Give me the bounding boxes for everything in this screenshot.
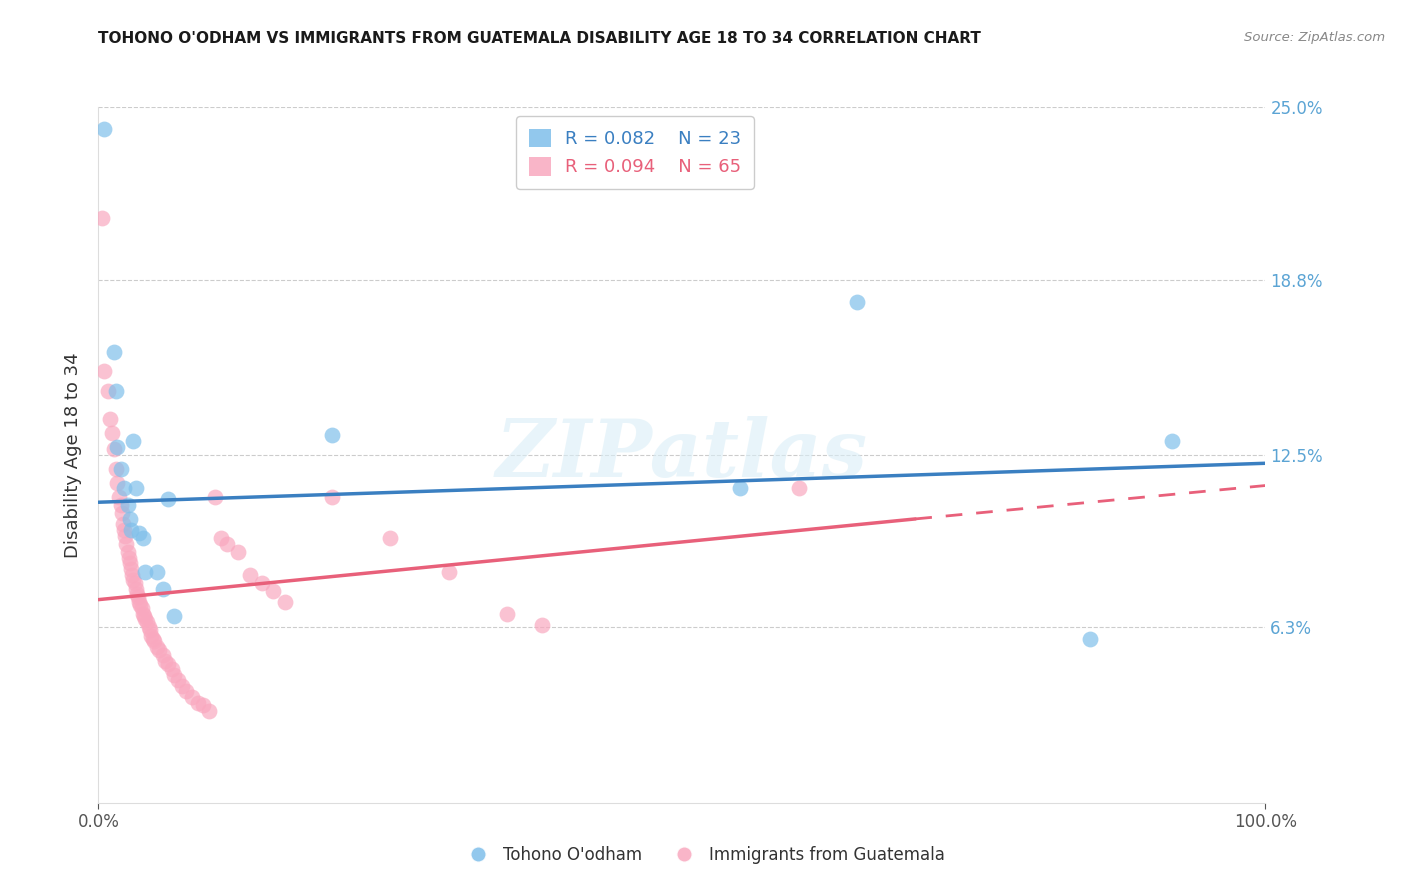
Point bbox=[134, 612, 156, 626]
Point bbox=[112, 523, 135, 537]
Point bbox=[97, 384, 120, 398]
Point bbox=[1161, 434, 1184, 448]
Point bbox=[166, 673, 188, 688]
Point bbox=[250, 576, 273, 591]
Point bbox=[1080, 632, 1102, 646]
Point bbox=[139, 629, 162, 643]
Point bbox=[437, 565, 460, 579]
Point bbox=[495, 607, 517, 621]
Point bbox=[209, 532, 232, 546]
Point bbox=[124, 576, 146, 591]
Point bbox=[143, 634, 166, 648]
Point bbox=[239, 567, 262, 582]
Point bbox=[103, 442, 125, 457]
Point bbox=[142, 632, 165, 646]
Point bbox=[103, 345, 125, 359]
Point bbox=[93, 122, 115, 136]
Point bbox=[138, 620, 160, 634]
Point bbox=[163, 609, 186, 624]
Point bbox=[104, 384, 127, 398]
Point bbox=[187, 696, 209, 710]
Point bbox=[125, 481, 148, 495]
Point bbox=[132, 609, 155, 624]
Point bbox=[105, 440, 128, 454]
Point bbox=[115, 537, 138, 551]
Point bbox=[180, 690, 202, 704]
Point bbox=[228, 545, 250, 559]
Legend: Tohono O'odham, Immigrants from Guatemala: Tohono O'odham, Immigrants from Guatemal… bbox=[454, 839, 952, 871]
Point bbox=[108, 490, 131, 504]
Point bbox=[118, 557, 141, 571]
Point bbox=[174, 684, 197, 698]
Text: ZIPatlas: ZIPatlas bbox=[496, 417, 868, 493]
Point bbox=[112, 481, 135, 495]
Point bbox=[117, 498, 139, 512]
Point bbox=[146, 565, 169, 579]
Point bbox=[125, 587, 148, 601]
Point bbox=[530, 617, 553, 632]
Point bbox=[122, 434, 145, 448]
Point bbox=[93, 364, 115, 378]
Point bbox=[125, 582, 148, 596]
Point bbox=[118, 550, 141, 565]
Point bbox=[204, 490, 226, 504]
Point bbox=[215, 537, 238, 551]
Point bbox=[101, 425, 124, 440]
Point bbox=[117, 545, 139, 559]
Point bbox=[321, 428, 343, 442]
Point bbox=[321, 490, 343, 504]
Legend: R = 0.082    N = 23, R = 0.094    N = 65: R = 0.082 N = 23, R = 0.094 N = 65 bbox=[516, 116, 754, 189]
Point bbox=[110, 462, 132, 476]
Point bbox=[132, 607, 155, 621]
Point bbox=[118, 512, 141, 526]
Point bbox=[846, 294, 869, 309]
Point bbox=[131, 601, 153, 615]
Text: TOHONO O'ODHAM VS IMMIGRANTS FROM GUATEMALA DISABILITY AGE 18 TO 34 CORRELATION : TOHONO O'ODHAM VS IMMIGRANTS FROM GUATEM… bbox=[98, 31, 981, 46]
Point bbox=[128, 595, 150, 609]
Point bbox=[98, 411, 121, 425]
Point bbox=[139, 624, 162, 638]
Point bbox=[134, 565, 156, 579]
Point bbox=[120, 562, 142, 576]
Point bbox=[274, 595, 297, 609]
Point bbox=[157, 492, 180, 507]
Point bbox=[111, 507, 134, 521]
Point bbox=[262, 584, 284, 599]
Point bbox=[378, 532, 402, 546]
Point bbox=[136, 615, 159, 629]
Y-axis label: Disability Age 18 to 34: Disability Age 18 to 34 bbox=[65, 352, 83, 558]
Point bbox=[157, 657, 180, 671]
Point bbox=[127, 590, 149, 604]
Point bbox=[105, 475, 128, 490]
Text: Source: ZipAtlas.com: Source: ZipAtlas.com bbox=[1244, 31, 1385, 45]
Point bbox=[148, 642, 170, 657]
Point bbox=[111, 517, 134, 532]
Point bbox=[172, 679, 194, 693]
Point bbox=[104, 462, 127, 476]
Point bbox=[110, 498, 132, 512]
Point bbox=[160, 662, 183, 676]
Point bbox=[132, 532, 155, 546]
Point bbox=[122, 573, 145, 587]
Point bbox=[152, 648, 174, 663]
Point bbox=[153, 654, 176, 668]
Point bbox=[129, 598, 152, 612]
Point bbox=[120, 523, 142, 537]
Point bbox=[152, 582, 174, 596]
Point bbox=[146, 640, 169, 654]
Point bbox=[198, 704, 221, 718]
Point bbox=[730, 481, 752, 495]
Point bbox=[128, 525, 150, 540]
Point bbox=[193, 698, 215, 713]
Point bbox=[121, 567, 143, 582]
Point bbox=[163, 667, 186, 681]
Point bbox=[90, 211, 112, 226]
Point bbox=[114, 528, 136, 542]
Point bbox=[787, 481, 810, 495]
